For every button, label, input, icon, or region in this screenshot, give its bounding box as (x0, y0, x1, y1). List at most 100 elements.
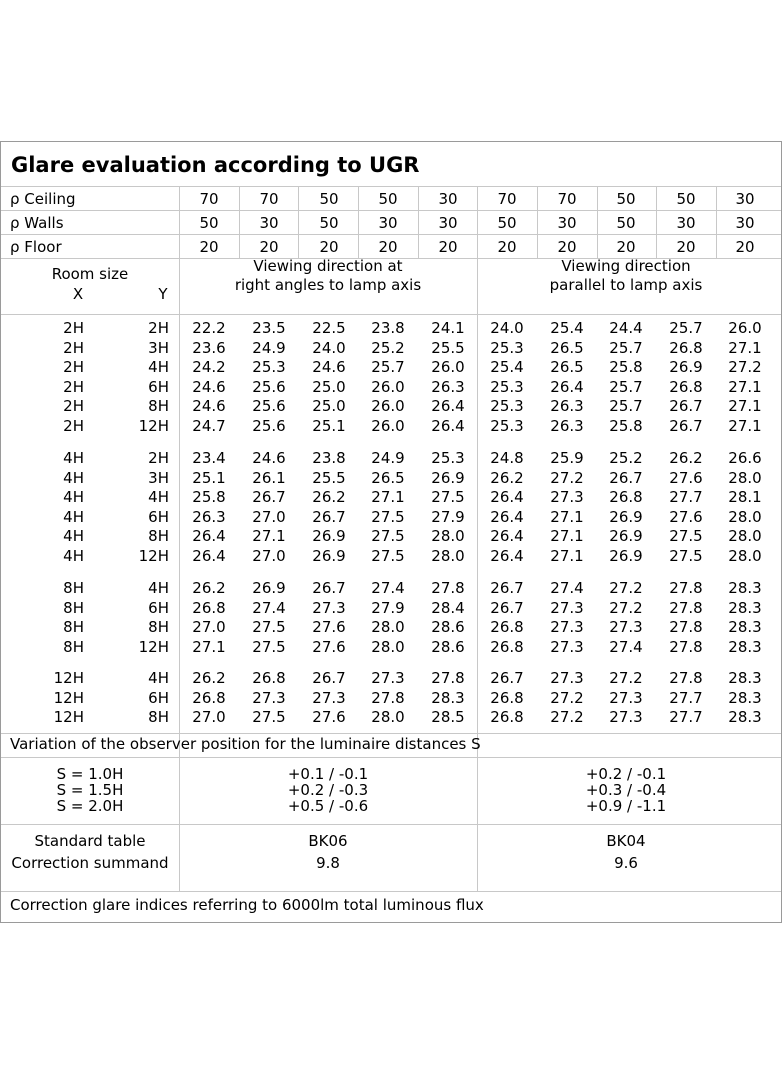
ugr-value: 27.1 (252, 527, 286, 546)
room-y-value: 6H (148, 377, 169, 396)
ugr-value: 25.7 (669, 319, 703, 337)
reflectance-value: 50 (497, 214, 517, 232)
variation-heading: Variation of the observer position for t… (10, 735, 481, 753)
divider-walls (1, 234, 781, 235)
ugr-value: 27.1 (550, 547, 584, 565)
divider-reflectance-column (656, 186, 657, 258)
ugr-value: 28.0 (728, 468, 762, 487)
ugr-value: 26.8 (252, 669, 286, 687)
room-x-value: 8H (63, 618, 84, 637)
ugr-value: 26.7 (609, 468, 643, 487)
ugr-value: 27.1 (550, 507, 584, 526)
divider-ceiling (1, 210, 781, 211)
ugr-value: 23.4 (192, 449, 226, 467)
room-y-label: Y (158, 285, 168, 303)
ugr-value: 24.9 (371, 449, 405, 467)
ugr-value: 27.7 (669, 488, 703, 507)
ugr-value: 27.3 (609, 618, 643, 637)
correction-parallel: 9.6 (614, 854, 638, 872)
ugr-value: 23.5 (252, 319, 286, 337)
ugr-value: 26.4 (490, 527, 524, 546)
reflectance-value: 20 (735, 238, 755, 256)
ugr-value: 27.4 (371, 579, 405, 597)
ugr-value: 27.1 (728, 377, 762, 396)
ugr-value: 25.9 (550, 449, 584, 467)
ugr-value: 26.9 (431, 468, 465, 487)
ugr-value: 26.7 (669, 397, 703, 416)
room-x-value: 4H (63, 527, 84, 546)
divider-title (1, 186, 781, 187)
reflectance-value: 30 (438, 190, 458, 208)
room-x-value: 12H (53, 688, 84, 707)
reflectance-value: 30 (378, 214, 398, 232)
reflectance-value: 30 (735, 190, 755, 208)
ugr-value: 27.3 (371, 669, 405, 687)
divider-reflectance-column (597, 186, 598, 258)
room-x-value: 8H (63, 637, 84, 656)
ugr-value: 26.8 (669, 377, 703, 396)
ugr-value: 27.4 (609, 637, 643, 656)
ugr-value: 26.3 (431, 377, 465, 396)
ugr-value: 23.8 (371, 319, 405, 337)
divider-reflectance-column (418, 186, 419, 258)
ugr-value: 26.3 (550, 417, 584, 435)
reflectance-value: 70 (259, 190, 279, 208)
room-x-value: 4H (63, 449, 84, 467)
ugr-value: 28.0 (728, 547, 762, 565)
room-y-value: 4H (148, 488, 169, 507)
ugr-value: 28.3 (728, 708, 762, 727)
ugr-value: 27.2 (609, 669, 643, 687)
room-size-label: Room size (51, 265, 129, 283)
room-y-value: 4H (148, 579, 169, 597)
divider-column-label (179, 186, 180, 891)
ugr-value: 27.1 (728, 397, 762, 416)
reflectance-value: 20 (319, 238, 339, 256)
ugr-value: 28.4 (431, 598, 465, 617)
distance-label: S = 1.0H (56, 765, 124, 783)
ugr-value: 27.4 (252, 598, 286, 617)
ugr-value: 27.1 (371, 488, 405, 507)
divider-reflectance-column (716, 186, 717, 258)
reflectance-value: 50 (616, 190, 636, 208)
ugr-value: 25.8 (609, 358, 643, 377)
ugr-value: 26.2 (312, 488, 346, 507)
divider-values (1, 733, 781, 734)
reflectance-label: ρ Walls (10, 214, 64, 232)
room-x-label: X (72, 285, 84, 303)
ugr-value: 26.0 (728, 319, 762, 337)
ugr-value: 28.6 (431, 618, 465, 637)
ugr-value: 27.8 (669, 618, 703, 637)
reflectance-value: 20 (557, 238, 577, 256)
ugr-value: 28.5 (431, 708, 465, 727)
divider-direction-groups (477, 258, 478, 891)
ugr-value: 27.3 (550, 669, 584, 687)
ugr-value: 27.6 (312, 708, 346, 727)
ugr-value: 28.0 (728, 507, 762, 526)
ugr-value: 25.6 (252, 397, 286, 416)
room-x-value: 4H (63, 547, 84, 565)
ugr-value: 26.9 (609, 527, 643, 546)
ugr-value: 27.6 (669, 507, 703, 526)
room-y-value: 6H (148, 507, 169, 526)
ugr-value: 25.8 (192, 488, 226, 507)
ugr-value: 26.9 (609, 507, 643, 526)
ugr-value: 26.4 (192, 547, 226, 565)
standard-table-right-angles: BK06 (308, 832, 348, 850)
ugr-value: 26.7 (490, 669, 524, 687)
reflectance-value: 50 (319, 214, 339, 232)
variation-parallel-value: +0.3 / -0.4 (585, 781, 667, 799)
reflectance-value: 20 (676, 238, 696, 256)
ugr-value: 28.3 (728, 669, 762, 687)
ugr-value: 25.3 (252, 358, 286, 377)
room-x-value: 12H (53, 708, 84, 727)
ugr-value: 25.3 (490, 377, 524, 396)
room-y-value: 8H (148, 397, 169, 416)
divider-reflectance-column (298, 186, 299, 258)
ugr-value: 28.1 (728, 488, 762, 507)
ugr-value: 27.2 (550, 688, 584, 707)
ugr-value: 26.0 (371, 417, 405, 435)
reflectance-value: 20 (497, 238, 517, 256)
divider-reflectance-column (358, 186, 359, 258)
reflectance-value: 50 (616, 214, 636, 232)
ugr-value: 25.7 (609, 397, 643, 416)
